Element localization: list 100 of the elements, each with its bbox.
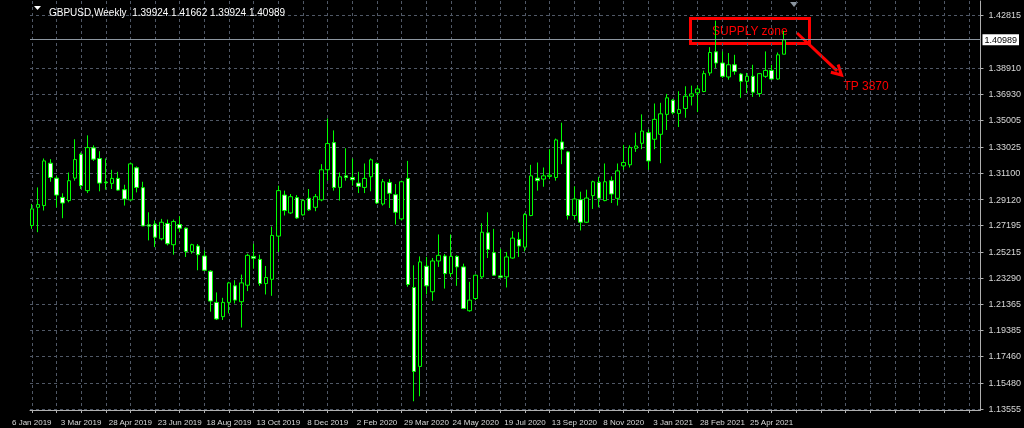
candlestick: [455, 254, 459, 287]
candlestick: [350, 157, 355, 187]
candlestick: [702, 70, 706, 93]
candlestick: [776, 52, 780, 81]
candlestick: [473, 274, 478, 301]
candlestick: [196, 243, 200, 271]
x-tick-label: 23 Jun 2019: [157, 417, 203, 427]
y-tick-label: 1.33025: [988, 141, 1022, 152]
candlestick: [708, 46, 712, 77]
candlestick: [233, 279, 237, 304]
candlestick: [671, 98, 675, 115]
candlestick: [30, 203, 34, 230]
candlestick: [73, 138, 77, 182]
x-tick-label: 13 Sep 2020: [551, 417, 598, 427]
candlestick: [387, 178, 392, 209]
y-tick-label: 1.15480: [988, 377, 1022, 388]
x-tick-label: 3 Jan 2021: [653, 417, 694, 427]
candlestick: [270, 226, 274, 297]
candlestick: [628, 144, 632, 169]
candlestick: [492, 228, 496, 277]
candlestick: [412, 264, 416, 402]
candlestick: [751, 64, 755, 98]
candlestick: [42, 157, 46, 212]
y-tick-label: 1.19385: [988, 325, 1022, 336]
candlestick: [338, 171, 342, 202]
candlestick: [406, 160, 410, 288]
candlestick: [665, 93, 669, 131]
x-tick-label: 25 Apr 2021: [750, 417, 794, 427]
annotation: TP 3870: [843, 79, 889, 93]
y-tick-label: 1.17460: [988, 351, 1022, 362]
candlestick: [375, 162, 379, 205]
candlestick: [301, 198, 305, 217]
x-tick-label: 29 Mar 2020: [403, 417, 450, 427]
y-tick-label: 1.13555: [988, 403, 1022, 414]
x-tick-label: 28 Feb 2021: [699, 417, 746, 427]
candlestick: [739, 72, 743, 99]
candlestick: [104, 157, 108, 191]
y-tick-label: 1.21365: [988, 298, 1022, 309]
candlestick: [745, 72, 749, 94]
candlestick: [381, 178, 385, 207]
candlestick: [449, 233, 453, 278]
x-tick-label: 19 Jul 2020: [504, 417, 547, 427]
candlestick: [517, 231, 521, 258]
x-tick-label: 2 Feb 2020: [356, 417, 398, 427]
candlestick: [591, 180, 595, 210]
candlestick: [634, 132, 638, 153]
y-tick-label: 1.36930: [988, 89, 1022, 100]
x-tick-label: 8 Nov 2020: [603, 417, 645, 427]
candlestick: [621, 144, 626, 171]
candlestick: [677, 90, 681, 128]
candlestick: [110, 169, 114, 190]
candlestick: [184, 226, 188, 258]
y-tick-label: 1.27195: [988, 220, 1022, 231]
candlestick: [480, 222, 484, 280]
ref-line-label: 1.40989: [984, 34, 1018, 45]
x-tick-label: 8 Dec 2019: [307, 417, 349, 427]
candlestick: [332, 129, 336, 192]
x-tick-label: 28 Apr 2019: [108, 417, 153, 427]
candlestick: [60, 192, 65, 219]
x-tick-label: 13 Oct 2019: [256, 417, 301, 427]
candlestick: [264, 265, 268, 295]
candlestick: [258, 254, 262, 287]
candlestick: [153, 220, 157, 248]
candlestick: [36, 186, 40, 233]
candlestick: [529, 164, 533, 217]
candlestick: [603, 162, 607, 202]
candlestick: [369, 157, 373, 192]
x-tick-label: 24 May 2020: [452, 417, 500, 427]
candlestick: [597, 176, 601, 208]
candlestick: [208, 269, 213, 313]
x-tick-label: 6 Jan 2019: [11, 417, 53, 427]
x-tick-label: 18 Aug 2019: [206, 417, 253, 427]
y-tick-label: 1.25215: [988, 247, 1022, 258]
candlestick: [141, 181, 145, 227]
candlestick: [640, 113, 644, 150]
candlestick: [418, 255, 422, 397]
y-tick-label: 1.38910: [988, 62, 1022, 73]
text: GBPUSD,Weekly 1.39924 1.41662 1.39924 1.40989: [49, 6, 286, 18]
candlestick: [79, 152, 83, 190]
candlestick: [202, 249, 207, 272]
candlestick: [566, 150, 570, 221]
y-tick-label: 1.23290: [988, 272, 1022, 283]
candlestick: [190, 243, 194, 255]
candlestick: [147, 211, 151, 241]
x-tick-label: 3 Mar 2019: [60, 417, 102, 427]
y-tick-label: 1.29120: [988, 194, 1022, 205]
candlestick: [344, 147, 348, 182]
y-tick-label: 1.31100: [988, 167, 1021, 178]
candlestick: [221, 297, 225, 321]
candlestick: [554, 138, 558, 182]
candlestick: [116, 171, 120, 192]
y-tick-label: 1.35005: [988, 115, 1022, 126]
candlestick: [560, 122, 564, 165]
candlestick: [295, 194, 299, 220]
candlestick: [227, 281, 231, 314]
candlestick: [486, 211, 490, 259]
y-tick-label: 1.42815: [988, 10, 1022, 21]
candlestick: [307, 188, 311, 212]
candlestick: [523, 212, 527, 252]
candlestick: [67, 171, 71, 203]
